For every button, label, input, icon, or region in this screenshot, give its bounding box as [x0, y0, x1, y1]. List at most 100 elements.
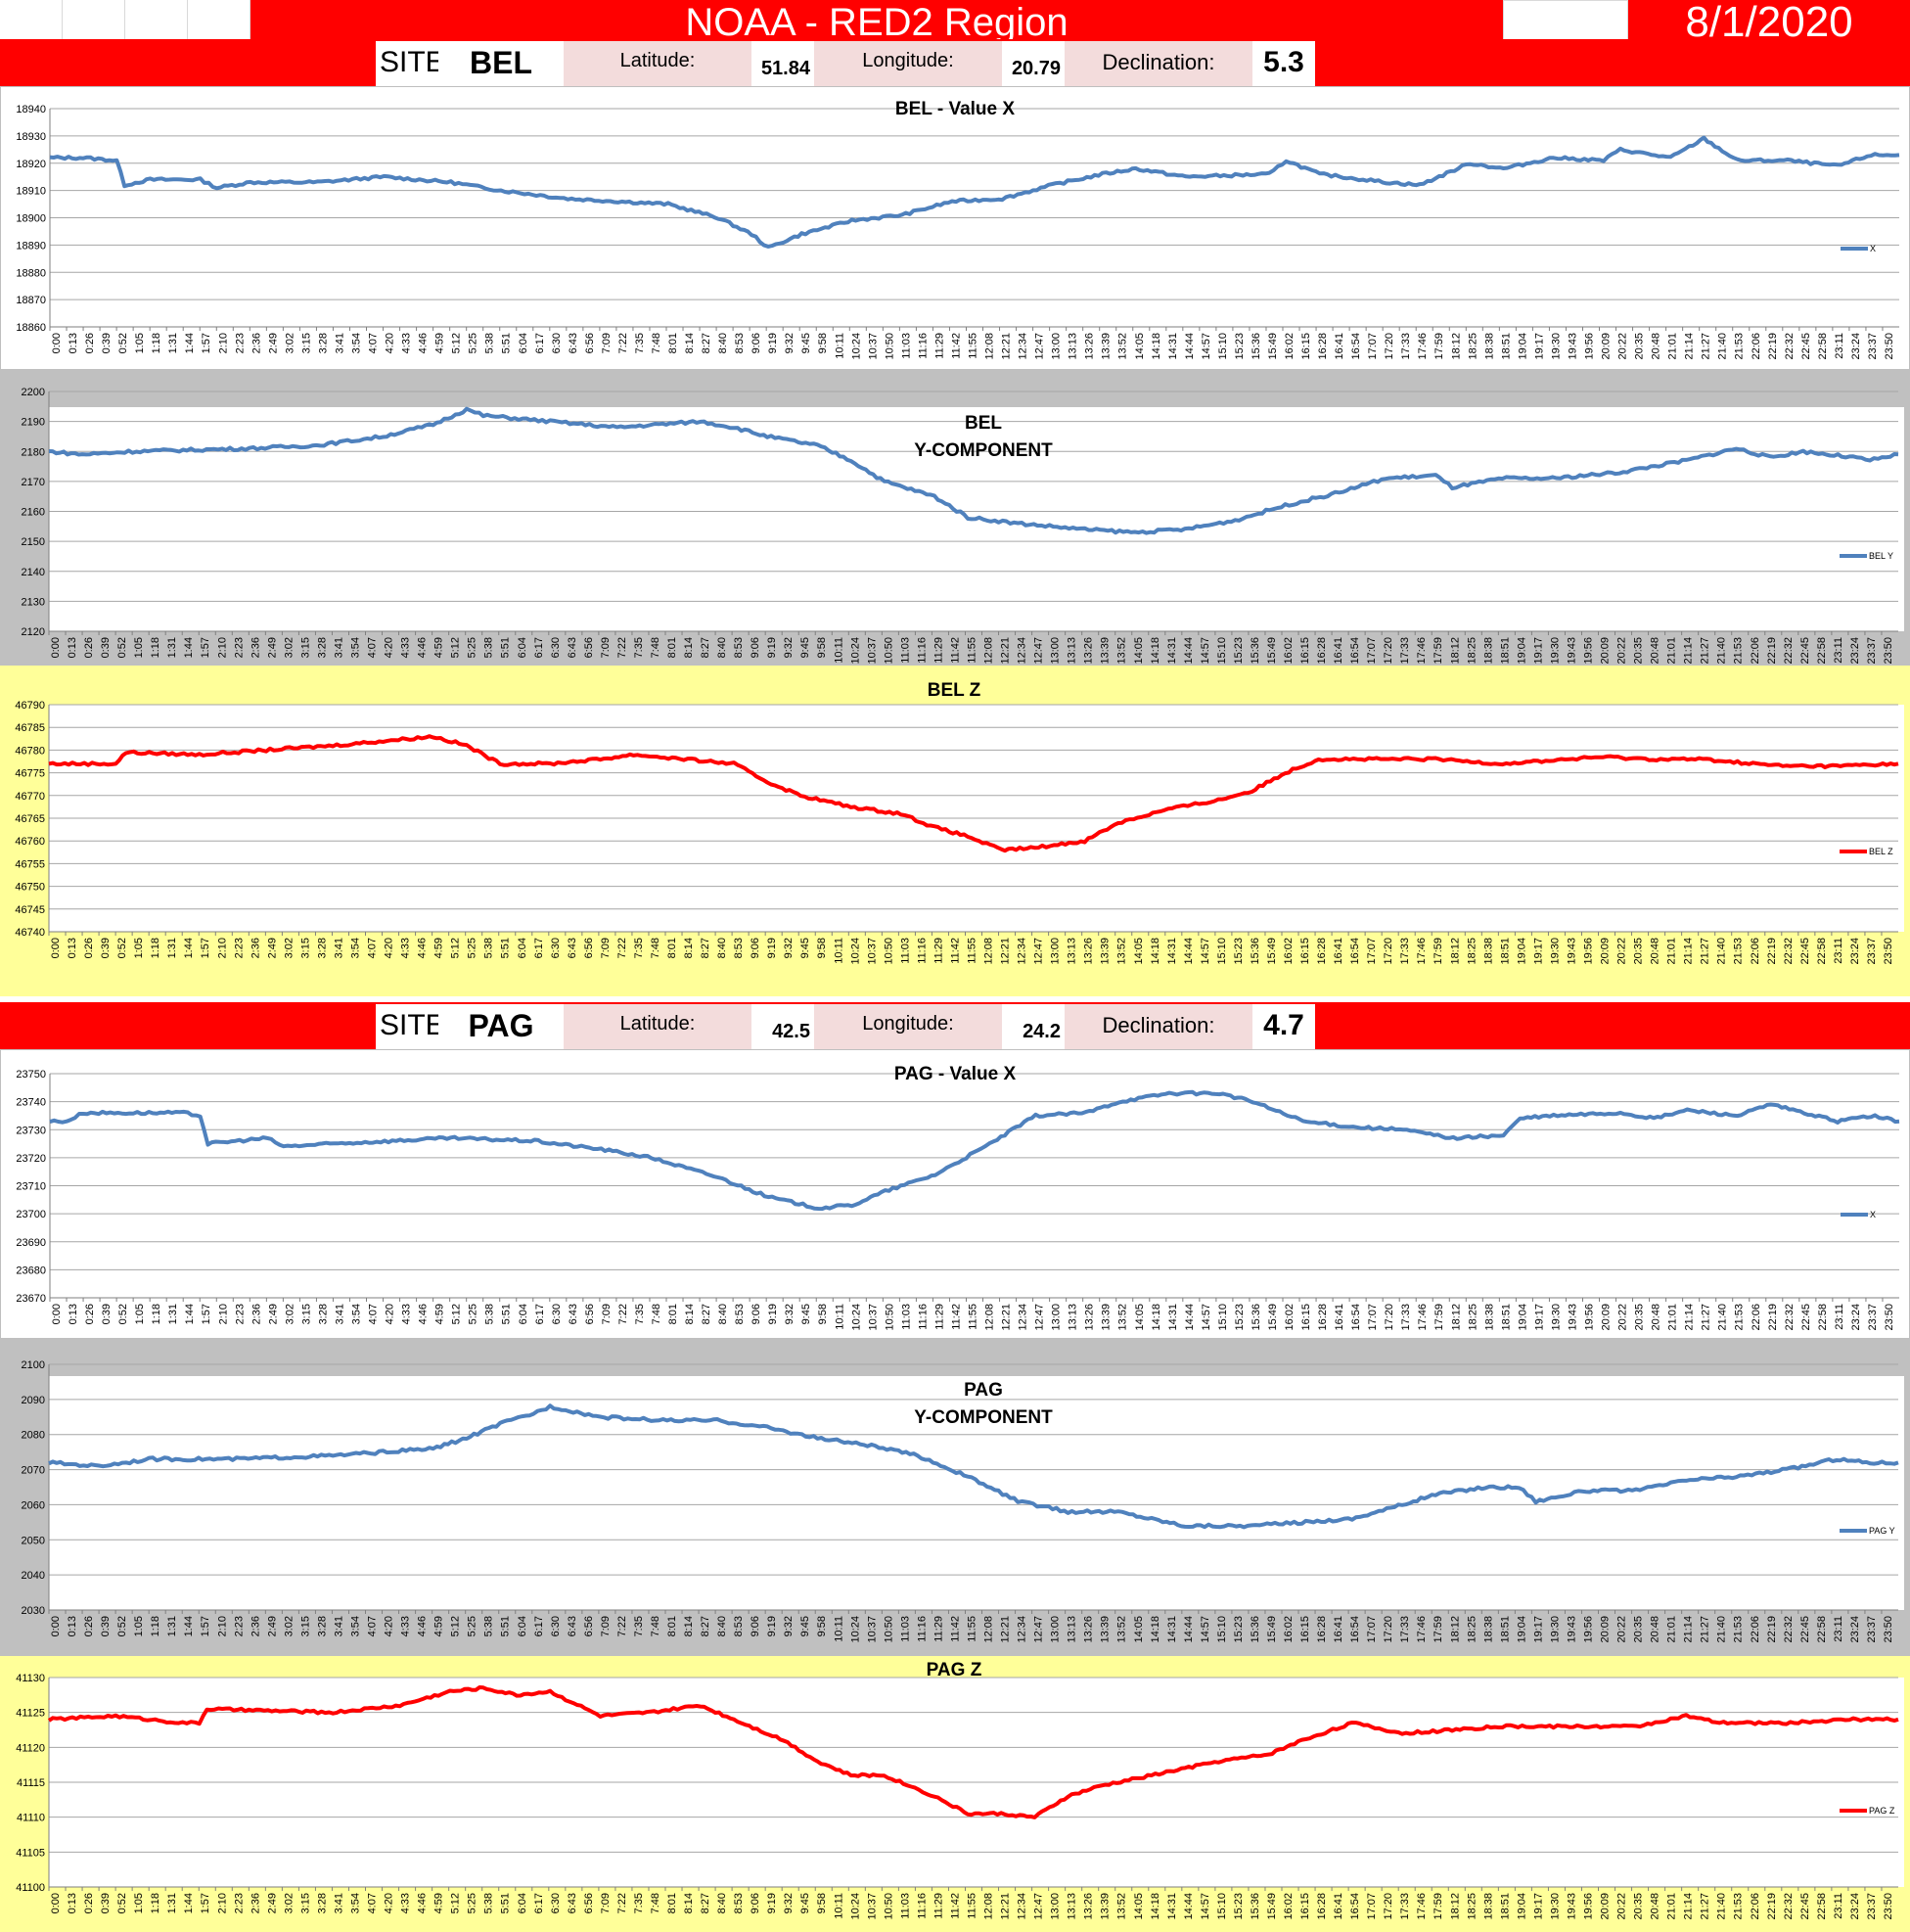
x-tick-label: 9:32	[783, 938, 795, 958]
x-tick-label: 0:52	[116, 1616, 128, 1636]
x-tick-label: 1:31	[166, 938, 178, 958]
x-tick-label: 23:11	[1834, 1304, 1845, 1330]
x-tick-label: 12:47	[1033, 1616, 1045, 1643]
x-tick-label: 3:15	[299, 1616, 311, 1636]
y-tick-label: 41130	[16, 1673, 45, 1684]
x-tick-label: 6:43	[567, 1616, 578, 1636]
site-info-bar: SITE: PAG Latitude: 42.5 Longitude: 24.2…	[376, 1004, 1660, 1049]
x-tick-label: 22:45	[1800, 333, 1812, 360]
x-tick-label: 1:05	[133, 1893, 145, 1913]
x-tick-label: 15:36	[1251, 1304, 1262, 1331]
x-tick-label: 12:08	[984, 1304, 996, 1331]
x-tick-label: 7:48	[650, 637, 661, 658]
x-tick-label: 1:57	[200, 1616, 211, 1636]
x-tick-label: 23:50	[1884, 333, 1895, 360]
x-tick-label: 4:46	[417, 637, 429, 658]
x-tick-label: 5:25	[467, 1616, 478, 1636]
x-tick-label: 6:17	[533, 1616, 545, 1636]
x-tick-label: 6:17	[534, 333, 546, 353]
x-tick-label: 22:58	[1816, 1893, 1828, 1920]
x-tick-label: 1:44	[183, 1893, 195, 1913]
x-tick-label: 21:01	[1666, 637, 1678, 665]
x-tick-label: 3:41	[334, 1304, 345, 1324]
x-tick-label: 7:48	[650, 938, 661, 958]
x-tick-label: 8:40	[716, 1616, 728, 1636]
legend-label: X	[1870, 244, 1876, 253]
y-tick-label: 41115	[17, 1777, 45, 1789]
x-tick-label: 11:42	[950, 333, 962, 359]
x-tick-label: 22:32	[1783, 938, 1795, 965]
chart-title: BEL Z	[928, 680, 981, 701]
chart-title: PAG - Value X	[894, 1064, 1017, 1084]
x-tick-label: 9:19	[766, 637, 778, 658]
y-tick-label: 2080	[22, 1430, 45, 1442]
x-tick-label: 3:28	[316, 1616, 328, 1636]
x-tick-label: 11:55	[966, 1616, 978, 1642]
x-tick-label: 1:31	[167, 333, 179, 353]
x-tick-label: 3:41	[333, 1616, 344, 1636]
x-tick-label: 13:00	[1050, 1616, 1062, 1643]
x-tick-label: 20:48	[1651, 333, 1662, 360]
longitude-value: 24.2	[1002, 1004, 1065, 1049]
x-tick-label: 4:33	[401, 333, 413, 353]
x-tick-label: 12:47	[1033, 1893, 1045, 1920]
chart-panel-pag-y: 2030 2040 2050 2060 2070 2080 2090 2100 0:00 0:13…	[0, 1339, 1910, 1656]
x-tick-label: 7:35	[633, 637, 645, 658]
x-tick-label: 10:24	[849, 637, 861, 665]
x-tick-label: 10:11	[833, 938, 844, 964]
x-tick-label: 0:26	[83, 637, 95, 658]
x-tick-label: 16:54	[1350, 1304, 1362, 1331]
x-tick-label: 15:49	[1267, 333, 1279, 360]
x-tick-label: 19:04	[1516, 637, 1527, 665]
x-tick-label: 5:12	[451, 1304, 463, 1324]
x-tick-label: 10:50	[883, 637, 894, 665]
y-tick-label: 23670	[16, 1293, 46, 1305]
x-tick-label: 11:55	[967, 333, 978, 359]
x-tick-label: 11:16	[916, 1616, 928, 1642]
x-tick-label: 14:18	[1151, 1304, 1162, 1331]
x-tick-label: 17:20	[1384, 333, 1395, 360]
x-tick-label: 4:20	[385, 333, 396, 353]
x-tick-label: 13:13	[1068, 333, 1079, 360]
x-tick-label: 0:39	[101, 333, 113, 353]
x-tick-label: 5:51	[500, 637, 512, 658]
y-tick-label: 2120	[22, 626, 45, 638]
x-tick-label: 8:01	[666, 637, 678, 658]
y-tick-label: 41105	[16, 1847, 45, 1859]
x-tick-label: 10:11	[833, 637, 844, 664]
x-tick-label: 1:05	[133, 938, 145, 958]
x-tick-label: 14:05	[1133, 1893, 1145, 1920]
x-tick-label: 0:13	[67, 1893, 78, 1913]
x-tick-label: 14:57	[1200, 1616, 1211, 1643]
x-tick-label: 23:11	[1833, 1616, 1844, 1642]
x-tick-label: 8:27	[700, 938, 711, 958]
x-tick-label: 21:27	[1701, 333, 1712, 360]
x-tick-label: 20:22	[1617, 1304, 1629, 1331]
x-tick-label: 4:59	[434, 1304, 446, 1324]
x-tick-label: 17:33	[1399, 637, 1411, 665]
x-tick-label: 3:15	[300, 333, 312, 353]
x-tick-label: 18:25	[1466, 938, 1478, 965]
x-tick-label: 15:23	[1234, 333, 1246, 360]
x-tick-label: 20:35	[1633, 637, 1645, 665]
x-tick-label: 16:02	[1283, 1893, 1295, 1920]
x-tick-label: 16:41	[1333, 637, 1344, 665]
y-tick-label: 2130	[22, 596, 45, 608]
x-tick-label: 11:03	[900, 1304, 912, 1330]
pag-x-chart: 23670 23680 23690 23700 23710 23720 23730 23740…	[16, 1064, 1900, 1331]
x-tick-label: 23:24	[1850, 333, 1862, 360]
x-tick-label: 23:37	[1867, 333, 1879, 360]
x-tick-label: 19:17	[1532, 637, 1544, 665]
x-tick-label: 1:18	[151, 333, 162, 353]
x-tick-label: 17:59	[1433, 333, 1445, 360]
x-tick-label: 7:48	[651, 1304, 662, 1324]
x-tick-label: 15:36	[1250, 637, 1261, 665]
x-tick-label: 17:07	[1366, 938, 1378, 965]
chart-panel-bel-x: 18860 18870 18880 18890 18900 18910 18920 18930…	[0, 86, 1910, 370]
x-tick-label: 10:50	[884, 333, 895, 360]
series-line	[48, 406, 1899, 535]
x-tick-label: 14:57	[1200, 1893, 1211, 1920]
x-tick-label: 10:37	[866, 637, 878, 665]
x-tick-label: 8:27	[701, 1304, 712, 1324]
x-tick-label: 14:57	[1200, 637, 1211, 665]
